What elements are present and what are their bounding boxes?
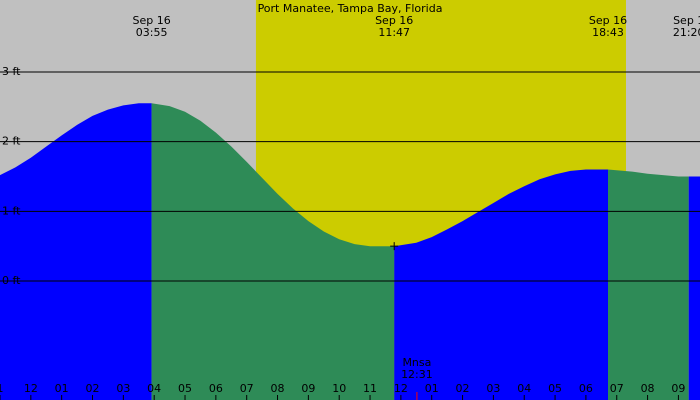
y-tick-label: 1 ft [2, 204, 21, 217]
x-tick-label: 02 [456, 382, 470, 395]
x-tick-label: 04 [517, 382, 531, 395]
x-tick-label: 08 [641, 382, 655, 395]
x-tick-label: 05 [178, 382, 192, 395]
x-tick-label: 12 [394, 382, 408, 395]
tide-event-date: Sep 16 [133, 14, 171, 27]
chart-title: Port Manatee, Tampa Bay, Florida [258, 2, 443, 15]
x-tick-label: 03 [486, 382, 500, 395]
falling-tide-area [608, 169, 689, 400]
x-tick-label: 06 [579, 382, 593, 395]
x-tick-label: 05 [548, 382, 562, 395]
x-tick-label: 03 [116, 382, 130, 395]
y-tick-label: 2 ft [2, 135, 21, 148]
x-tick-layer [0, 395, 679, 400]
tide-event-time: 03:55 [136, 26, 168, 39]
x-tick-label: 04 [147, 382, 161, 395]
tide-event-date: Sep 16 [589, 14, 627, 27]
tide-event-time: 21:20 [673, 26, 700, 39]
x-tick-label: 01 [55, 382, 69, 395]
moon-time: 12:31 [401, 368, 433, 381]
x-tick-label: 06 [209, 382, 223, 395]
tide-event-date: Sep 16 [375, 14, 413, 27]
x-tick-label: 12 [24, 382, 38, 395]
tide-area-layer [0, 103, 700, 400]
x-tick-label: 07 [240, 382, 254, 395]
x-tick-label: 09 [671, 382, 685, 395]
gridline-layer [0, 71, 700, 282]
tide-event-date: Sep 1 [673, 14, 700, 27]
tide-event-time: 11:47 [378, 26, 410, 39]
falling-tide-area [151, 103, 395, 400]
x-tick-label: 11 [363, 382, 377, 395]
low-tide-marker [390, 242, 399, 251]
moon-label: Mnsa [402, 356, 431, 369]
y-tick-label-layer: 3 ft 2 ft 1 ft 0 ft [2, 65, 21, 287]
rising-tide-area [0, 103, 152, 400]
y-tick-label: 3 ft [2, 65, 21, 78]
x-tick-label: 1 [0, 382, 4, 395]
rising-tide-area [394, 169, 608, 400]
x-tick-label: 10 [332, 382, 346, 395]
x-tick-label-layer: 1 12 01 02 03 04 05 06 07 08 09 10 11 12 01 02 03 04 05 06 0… [0, 382, 685, 395]
x-tick-label: 09 [301, 382, 315, 395]
y-tick-label: 0 ft [2, 274, 21, 287]
x-tick-label: 07 [610, 382, 624, 395]
tide-event-time: 18:43 [592, 26, 624, 39]
rising-tide-area [688, 176, 700, 400]
x-tick-label: 08 [271, 382, 285, 395]
x-tick-label: 02 [86, 382, 100, 395]
x-tick-label: 01 [425, 382, 439, 395]
